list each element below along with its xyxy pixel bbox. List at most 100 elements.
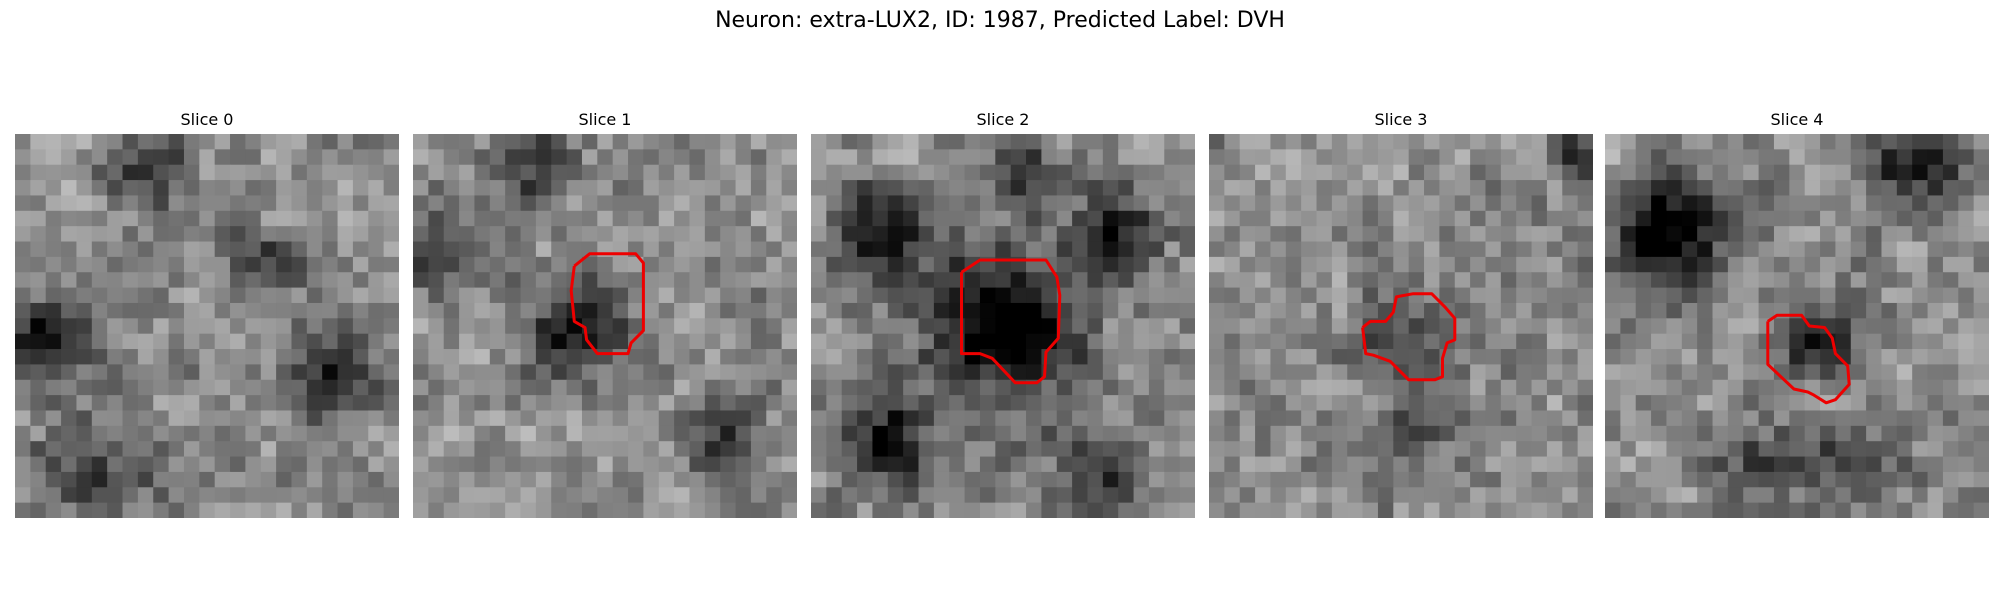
pixel — [1605, 380, 1621, 396]
pixel — [1912, 349, 1928, 365]
pixel — [1118, 472, 1134, 488]
pixel — [1180, 149, 1195, 165]
pixel — [842, 334, 858, 350]
pixel — [1011, 426, 1027, 442]
pixel — [291, 395, 307, 411]
pixel — [1087, 395, 1103, 411]
pixel — [1378, 441, 1394, 457]
pixel — [1485, 211, 1501, 227]
pixel — [76, 288, 92, 304]
pixel — [1393, 195, 1409, 211]
pixel — [965, 487, 981, 503]
pixel — [965, 288, 981, 304]
pixel — [291, 242, 307, 258]
pixel — [826, 426, 842, 442]
pixel — [934, 457, 950, 473]
pixel — [689, 272, 705, 288]
pixel — [1547, 364, 1563, 380]
pixel — [474, 503, 490, 518]
pixel — [736, 503, 752, 518]
pixel — [1149, 303, 1165, 319]
pixel — [1224, 364, 1240, 380]
pixel — [965, 395, 981, 411]
pixel — [428, 503, 444, 518]
pixel — [1026, 457, 1042, 473]
pixel — [444, 441, 460, 457]
pixel — [15, 318, 31, 334]
pixel — [995, 318, 1011, 334]
pixel — [92, 211, 108, 227]
pixel — [76, 303, 92, 319]
pixel — [1897, 395, 1913, 411]
pixel — [949, 426, 965, 442]
pixel — [123, 487, 139, 503]
pixel — [782, 395, 797, 411]
pixel — [1072, 395, 1088, 411]
pixel — [1149, 272, 1165, 288]
pixel — [872, 242, 888, 258]
pixel — [1805, 441, 1821, 457]
pixel — [428, 395, 444, 411]
pixel — [413, 349, 429, 365]
pixel — [199, 410, 215, 426]
pixel — [1636, 457, 1652, 473]
pixel — [1485, 503, 1501, 518]
pixel — [1928, 180, 1944, 196]
pixel — [1057, 503, 1073, 518]
pixel — [567, 149, 583, 165]
pixel — [1666, 288, 1682, 304]
pixel — [261, 426, 277, 442]
pixel — [766, 226, 782, 242]
pixel — [76, 195, 92, 211]
pixel — [138, 364, 154, 380]
pixel — [307, 149, 323, 165]
pixel — [46, 487, 62, 503]
pixel — [92, 349, 108, 365]
pixel — [1820, 380, 1836, 396]
pixel — [384, 272, 399, 288]
pixel — [1424, 426, 1440, 442]
pixel — [1378, 364, 1394, 380]
pixel — [1651, 426, 1667, 442]
pixel — [428, 303, 444, 319]
pixel — [857, 134, 873, 150]
pixel — [1713, 303, 1729, 319]
pixel — [1209, 457, 1225, 473]
pixel — [811, 380, 827, 396]
pixel — [521, 334, 537, 350]
pixel — [184, 426, 200, 442]
pixel — [643, 288, 659, 304]
pixel — [169, 395, 185, 411]
pixel — [736, 272, 752, 288]
pixel — [980, 195, 996, 211]
pixel — [751, 410, 767, 426]
pixel — [597, 180, 613, 196]
pixel — [123, 257, 139, 273]
pixel — [1666, 334, 1682, 350]
pixel — [1713, 149, 1729, 165]
pixel — [1697, 149, 1713, 165]
pixel — [1209, 318, 1225, 334]
pixel — [384, 195, 399, 211]
pixel — [474, 272, 490, 288]
pixel — [384, 503, 399, 518]
pixel — [536, 288, 552, 304]
pixel — [92, 165, 108, 181]
pixel — [826, 195, 842, 211]
pixel — [1301, 226, 1317, 242]
pixel — [61, 503, 77, 518]
pixel — [597, 303, 613, 319]
pixel — [353, 303, 369, 319]
pixel — [613, 364, 629, 380]
pixel — [1835, 441, 1851, 457]
pixel — [1470, 472, 1486, 488]
pixel — [1363, 211, 1379, 227]
pixel — [1805, 288, 1821, 304]
pixel — [826, 272, 842, 288]
pixel — [949, 364, 965, 380]
pixel — [674, 380, 690, 396]
pixel — [1651, 272, 1667, 288]
pixel — [1317, 226, 1333, 242]
pixel — [1332, 211, 1348, 227]
pixel — [965, 457, 981, 473]
